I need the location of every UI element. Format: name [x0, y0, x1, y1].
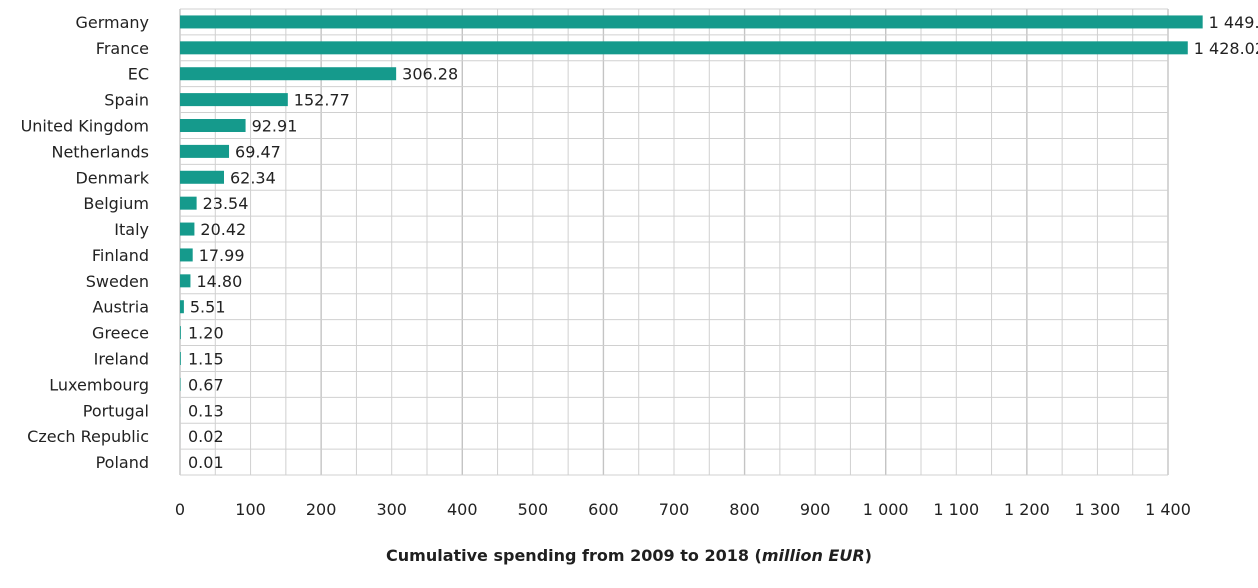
data-label: 0.13	[188, 401, 224, 420]
data-label: 306.28	[402, 65, 458, 84]
category-label: Netherlands	[51, 142, 149, 161]
category-label: Portugal	[83, 401, 149, 420]
x-tick-label: 600	[588, 500, 619, 519]
x-tick-label: 800	[729, 500, 760, 519]
bar	[180, 300, 184, 314]
x-tick-label: 300	[376, 500, 407, 519]
data-label: 5.51	[190, 298, 226, 317]
category-label: Austria	[92, 298, 149, 317]
x-tick-label: 1 400	[1145, 500, 1191, 519]
bar	[180, 222, 195, 236]
data-label: 14.80	[196, 272, 242, 291]
data-label: 0.02	[188, 427, 224, 446]
data-label: 17.99	[199, 246, 245, 265]
bar	[180, 170, 224, 184]
category-label: Luxembourg	[49, 375, 149, 394]
bar	[180, 144, 230, 158]
data-labels: 1 449.13 1 428.02 306.28 152.77 92.91 69.47 62…	[188, 13, 1258, 472]
category-labels: Germany France EC Spain United Kingdom Nether…	[21, 13, 150, 472]
data-label: 152.77	[294, 91, 350, 110]
category-label: Sweden	[86, 272, 149, 291]
bar	[180, 15, 1203, 29]
category-label: France	[96, 39, 149, 58]
bar	[180, 274, 191, 288]
bar	[180, 67, 397, 81]
x-tick-label: 1 100	[933, 500, 979, 519]
grid	[179, 8, 1169, 476]
x-axis-title-close: )	[864, 546, 872, 565]
data-label: 1.15	[188, 350, 224, 369]
data-label: 69.47	[235, 142, 281, 161]
category-label: Italy	[114, 220, 149, 239]
category-label: United Kingdom	[21, 117, 149, 136]
bar	[180, 93, 288, 107]
x-tick-label: 1 200	[1004, 500, 1050, 519]
data-label: 1.20	[188, 324, 224, 343]
category-label: Germany	[75, 13, 149, 32]
x-axis-title-main: Cumulative spending from 2009 to 2018 (	[386, 546, 762, 565]
category-label: Poland	[96, 453, 149, 472]
data-label: 0.67	[188, 375, 224, 394]
x-tick-label: 100	[235, 500, 266, 519]
category-label: Czech Republic	[27, 427, 149, 446]
category-label: Greece	[92, 324, 149, 343]
data-label: 92.91	[252, 117, 298, 136]
bars	[180, 15, 1203, 469]
x-tick-label: 1 300	[1075, 500, 1121, 519]
data-label: 1 449.13	[1209, 13, 1258, 32]
category-label: Finland	[92, 246, 149, 265]
data-label: 0.01	[188, 453, 224, 472]
bar	[180, 248, 193, 262]
bar	[180, 326, 181, 340]
category-label: Denmark	[75, 168, 149, 187]
bar	[180, 41, 1188, 55]
data-label: 1 428.02	[1194, 39, 1258, 58]
bar	[180, 352, 181, 365]
x-axis-title-unit: million EUR	[761, 546, 865, 565]
data-label: 23.54	[203, 194, 249, 213]
x-axis-title: Cumulative spending from 2009 to 2018 (m…	[0, 546, 1258, 565]
x-tick-label: 200	[306, 500, 337, 519]
category-label: EC	[128, 65, 149, 84]
x-tick-label: 0	[175, 500, 185, 519]
category-label: Spain	[104, 91, 149, 110]
bar	[180, 196, 197, 210]
category-label: Ireland	[94, 350, 149, 369]
x-tick-labels: 0 100 200 300 400 500 600 700 800 900 1 000 1 100 1 …	[175, 500, 1191, 519]
category-label: Belgium	[83, 194, 149, 213]
x-tick-label: 900	[800, 500, 831, 519]
data-label: 62.34	[230, 168, 276, 187]
x-tick-label: 1 000	[863, 500, 909, 519]
x-tick-label: 700	[659, 500, 690, 519]
bar	[180, 119, 246, 132]
x-tick-label: 400	[447, 500, 478, 519]
x-tick-label: 500	[518, 500, 549, 519]
data-label: 20.42	[200, 220, 246, 239]
